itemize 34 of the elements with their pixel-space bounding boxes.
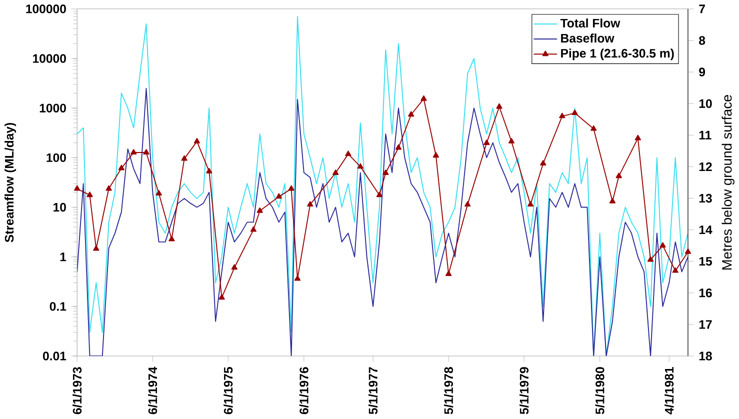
x-tick-label: 6/1/1973 — [72, 367, 82, 414]
x-tick-label: 4/1/1981 — [664, 366, 674, 414]
y2-tick-label: 9 — [699, 68, 706, 76]
y2-tick-label: 8 — [699, 36, 706, 45]
x-tick-label: 6/1/1974 — [148, 366, 158, 414]
y-tick-label: 1000 — [40, 104, 66, 112]
x-tick-label: 5/1/1977 — [368, 367, 378, 414]
y-tick-label: 100000 — [26, 4, 66, 14]
y2-tick-label: 15 — [699, 257, 712, 266]
y-tick-label: 0.01 — [43, 352, 66, 360]
x-tick-label: 5/1/1978 — [444, 367, 454, 414]
legend-label: Baseflow — [561, 34, 614, 43]
x-tick-label: 6/1/1976 — [299, 367, 308, 414]
x-tick-label: 5/1/1980 — [595, 367, 604, 414]
x-tick-label: 5/1/1979 — [520, 367, 529, 414]
x-tick-label: 6/1/1975 — [224, 366, 233, 414]
y-tick-label: 10 — [54, 202, 66, 212]
y2-tick-label: 14 — [699, 226, 712, 234]
y2-tick-label: 7 — [699, 4, 705, 14]
y2-tick-label: 17 — [699, 320, 712, 329]
y2-tick-label: 12 — [699, 162, 712, 171]
y2-tick-label: 16 — [699, 288, 712, 298]
y-tick-label: 1 — [60, 252, 66, 262]
y-tick-label: 100 — [46, 153, 66, 162]
y-tick-label: 0.1 — [50, 302, 66, 311]
y2-tick-label: 10 — [699, 99, 712, 108]
y2-tick-label: 13 — [699, 194, 712, 203]
y-axis-title: Streamflow (ML/day) — [4, 122, 16, 242]
y2-tick-label: 11 — [699, 130, 712, 140]
legend-label: Total Flow — [560, 18, 620, 28]
y-tick-label: 10000 — [33, 54, 66, 63]
y2-axis-title: Metres below ground surface — [722, 94, 734, 270]
legend-label: Pipe 1 (21.6-30.5 m) — [561, 48, 674, 60]
y2-tick-label: 18 — [699, 352, 712, 360]
